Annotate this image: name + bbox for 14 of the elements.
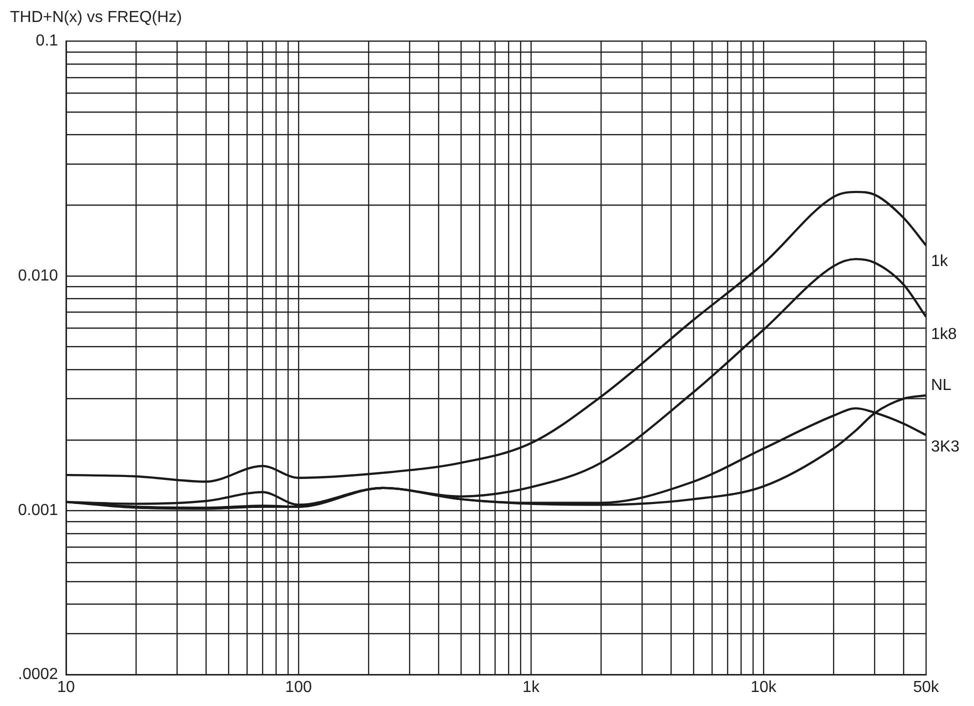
x-tick-label: 10k bbox=[750, 678, 778, 696]
x-tick-label: 100 bbox=[285, 678, 312, 696]
series-label: 1k8 bbox=[931, 326, 957, 344]
y-tick-label: 0.001 bbox=[18, 502, 58, 520]
y-tick-label: 0.1 bbox=[36, 32, 58, 50]
y-tick-label: 0.010 bbox=[18, 267, 58, 284]
x-tick-label: 10 bbox=[57, 678, 76, 696]
x-tick-label: 50k bbox=[913, 678, 940, 696]
y-tick-label: .0002 bbox=[18, 666, 58, 684]
series-label: 1k bbox=[931, 252, 949, 270]
series-label: NL bbox=[931, 376, 952, 394]
chart-title: THD+N(x) vs FREQ(Hz) bbox=[10, 9, 182, 26]
x-tick-label: 1k bbox=[522, 678, 540, 696]
series-label: 3K3 bbox=[931, 438, 960, 456]
